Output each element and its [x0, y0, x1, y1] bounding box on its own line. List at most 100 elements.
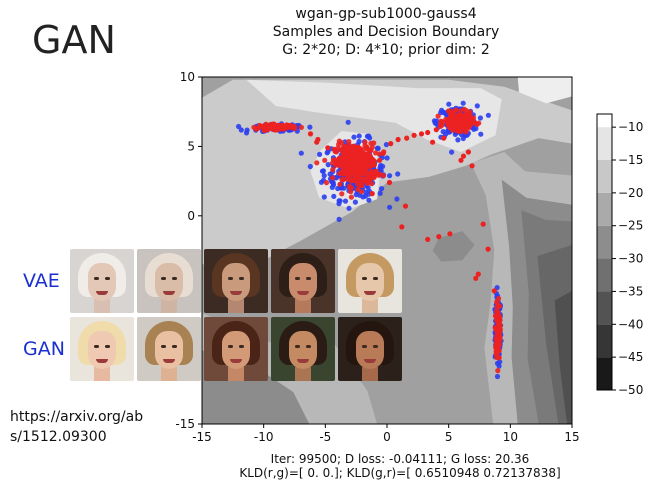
- generated-point: [369, 191, 375, 197]
- generated-point: [341, 143, 347, 149]
- real-point: [351, 134, 357, 140]
- generated-point: [425, 236, 431, 242]
- generated-point: [491, 288, 497, 294]
- generated-point: [353, 156, 360, 162]
- x-tick-label: 5: [445, 430, 453, 444]
- generated-point: [355, 186, 361, 192]
- generated-point: [339, 169, 345, 175]
- real-point: [477, 115, 483, 121]
- colorbar-band: [597, 114, 612, 128]
- generated-point: [314, 139, 320, 145]
- colorbar-tick-label: −15: [618, 153, 643, 167]
- x-tick-label: 0: [383, 430, 391, 444]
- real-point: [380, 163, 386, 169]
- generated-point: [348, 178, 354, 184]
- generated-point: [494, 299, 500, 305]
- generated-point: [370, 162, 376, 168]
- generated-point: [323, 180, 330, 186]
- colorbar-band: [597, 225, 612, 259]
- generated-point: [458, 108, 464, 114]
- generated-point: [332, 148, 338, 154]
- colorbar: −10 −15 −20 −25 −30 −35 −40 −45 −50: [596, 113, 643, 397]
- generated-point: [460, 125, 467, 131]
- contour-region-9: [554, 290, 572, 424]
- generated-point: [346, 183, 353, 189]
- vae-face-sample: [204, 249, 268, 313]
- generated-point: [470, 115, 477, 121]
- generated-point: [344, 169, 350, 175]
- generated-point: [344, 151, 350, 157]
- generated-point: [465, 149, 471, 155]
- generated-point: [388, 141, 394, 147]
- real-point: [345, 119, 351, 125]
- real-point: [321, 194, 327, 200]
- y-tick-label: 10: [180, 70, 195, 84]
- real-point: [383, 142, 389, 148]
- generated-point: [256, 124, 262, 130]
- real-point: [387, 204, 393, 210]
- real-point: [377, 190, 383, 196]
- real-point: [236, 123, 242, 130]
- colorbar-tick-label: −30: [618, 252, 643, 266]
- generated-point: [285, 124, 292, 130]
- colorbar-band: [597, 160, 612, 193]
- real-point: [327, 171, 333, 177]
- generated-point: [263, 121, 269, 127]
- generated-point: [454, 124, 460, 131]
- generated-point: [371, 140, 377, 146]
- generated-point: [358, 189, 365, 195]
- generated-point: [447, 111, 453, 117]
- generated-point: [346, 139, 352, 145]
- generated-point: [325, 145, 331, 151]
- real-point: [360, 194, 366, 200]
- y-tick-label: -15: [175, 417, 195, 431]
- generated-point: [395, 136, 401, 143]
- generated-point: [358, 148, 364, 155]
- generated-point: [356, 166, 362, 172]
- generated-point: [436, 234, 442, 240]
- colorbar-band: [597, 258, 612, 292]
- real-point: [342, 198, 349, 204]
- generated-point: [345, 162, 351, 168]
- generated-point: [371, 158, 377, 164]
- sample-points: [236, 100, 504, 380]
- real-point: [446, 101, 452, 107]
- generated-point: [365, 177, 371, 183]
- real-point: [337, 198, 343, 204]
- generated-point: [494, 304, 500, 310]
- generated-point: [437, 123, 444, 129]
- generated-point: [430, 139, 436, 145]
- colorbar-band: [597, 324, 612, 358]
- x-tick-label: 15: [564, 430, 579, 444]
- generated-point: [338, 155, 344, 161]
- generated-point: [330, 175, 336, 181]
- generated-point: [339, 147, 345, 154]
- generated-point: [380, 150, 386, 156]
- real-point: [395, 171, 401, 177]
- colorbar-frame: [596, 113, 613, 391]
- real-point: [307, 124, 313, 130]
- generated-point: [495, 330, 501, 336]
- generated-point: [495, 310, 501, 316]
- colorbar-tick-label: −25: [618, 219, 643, 233]
- vae-row-label: VAE: [23, 270, 60, 292]
- generated-point: [275, 122, 281, 128]
- generated-point: [348, 189, 354, 195]
- colorbar-tick-label: −20: [618, 186, 643, 200]
- generated-point: [322, 157, 328, 163]
- generated-point: [433, 127, 439, 133]
- reference-link[interactable]: https://arxiv.org/abs/1512.09300: [10, 409, 144, 445]
- real-point: [356, 133, 362, 139]
- generated-point: [447, 231, 453, 237]
- generated-point: [386, 179, 393, 186]
- gan-face-sample: [271, 317, 335, 381]
- real-point: [333, 175, 340, 181]
- generated-point: [373, 150, 379, 156]
- generated-point: [291, 123, 297, 130]
- generated-point: [366, 163, 372, 169]
- generated-point: [404, 135, 410, 141]
- generated-point: [354, 151, 360, 157]
- generated-point: [365, 147, 371, 153]
- chart-title-line-1: wgan-gp-sub1000-gauss4: [295, 6, 477, 22]
- real-point: [325, 148, 331, 155]
